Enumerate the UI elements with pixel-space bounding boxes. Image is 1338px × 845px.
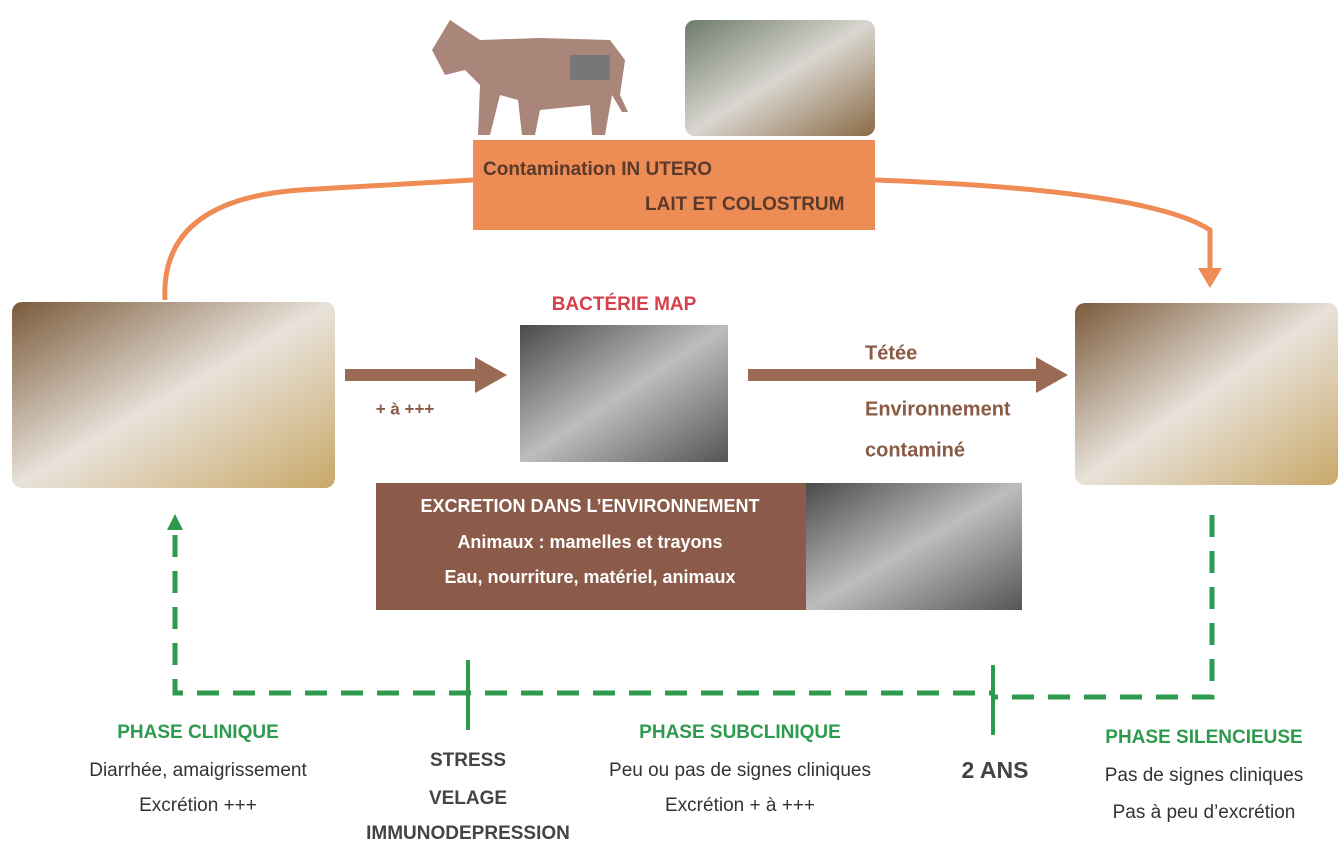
contamination-box [473, 140, 875, 230]
phase-text: Pas de signes cliniques [1105, 765, 1304, 786]
phase-text: Diarrhée, amaigrissement [89, 760, 307, 781]
curved-arrow [875, 180, 1210, 270]
phase-title: PHASE SILENCIEUSE [1105, 727, 1302, 748]
trigger: STRESS [430, 750, 506, 771]
trigger: VELAGE [429, 788, 507, 809]
trigger: IMMUNODEPRESSION [366, 823, 570, 844]
box-text: LAIT ET COLOSTRUM [645, 194, 844, 215]
phase-text: Peu ou pas de signes cliniques [609, 760, 871, 781]
age-marker: 2 ANS [962, 757, 1029, 783]
arrow [345, 369, 477, 381]
arrowhead [1036, 357, 1068, 393]
arrow-label: Tétée [865, 342, 917, 364]
arrow-label: Environnement [865, 398, 1011, 420]
arrowhead [475, 357, 507, 393]
box-title: EXCRETION DANS L’ENVIRONNEMENT [420, 496, 759, 516]
photo [520, 325, 728, 462]
box-text: Animaux : mamelles et trayons [457, 532, 722, 552]
phase-title: PHASE CLINIQUE [117, 722, 279, 743]
arrow [748, 369, 1038, 381]
photo [12, 302, 335, 488]
bacteria-title: BACTÉRIE MAP [552, 293, 697, 315]
curved-arrow [165, 180, 473, 300]
inset-image [570, 55, 610, 80]
photo [1075, 303, 1338, 485]
phase-text: Pas à peu d’excrétion [1113, 802, 1296, 823]
box-text: Contamination IN UTERO [483, 159, 712, 180]
diagram: Contamination IN UTERO LAIT ET COLOSTRUM… [0, 0, 1338, 845]
photo [685, 20, 875, 136]
arrow-label: contaminé [865, 439, 965, 461]
phase-text: Excrétion + à +++ [665, 795, 815, 816]
phase-title: PHASE SUBCLINIQUE [639, 722, 841, 743]
photo [806, 483, 1022, 610]
arrow-label: + à +++ [376, 399, 435, 418]
phase-text: Excrétion +++ [139, 795, 257, 816]
arrowhead [167, 514, 183, 530]
arrowhead [1198, 268, 1222, 288]
box-text: Eau, nourriture, matériel, animaux [444, 567, 735, 587]
